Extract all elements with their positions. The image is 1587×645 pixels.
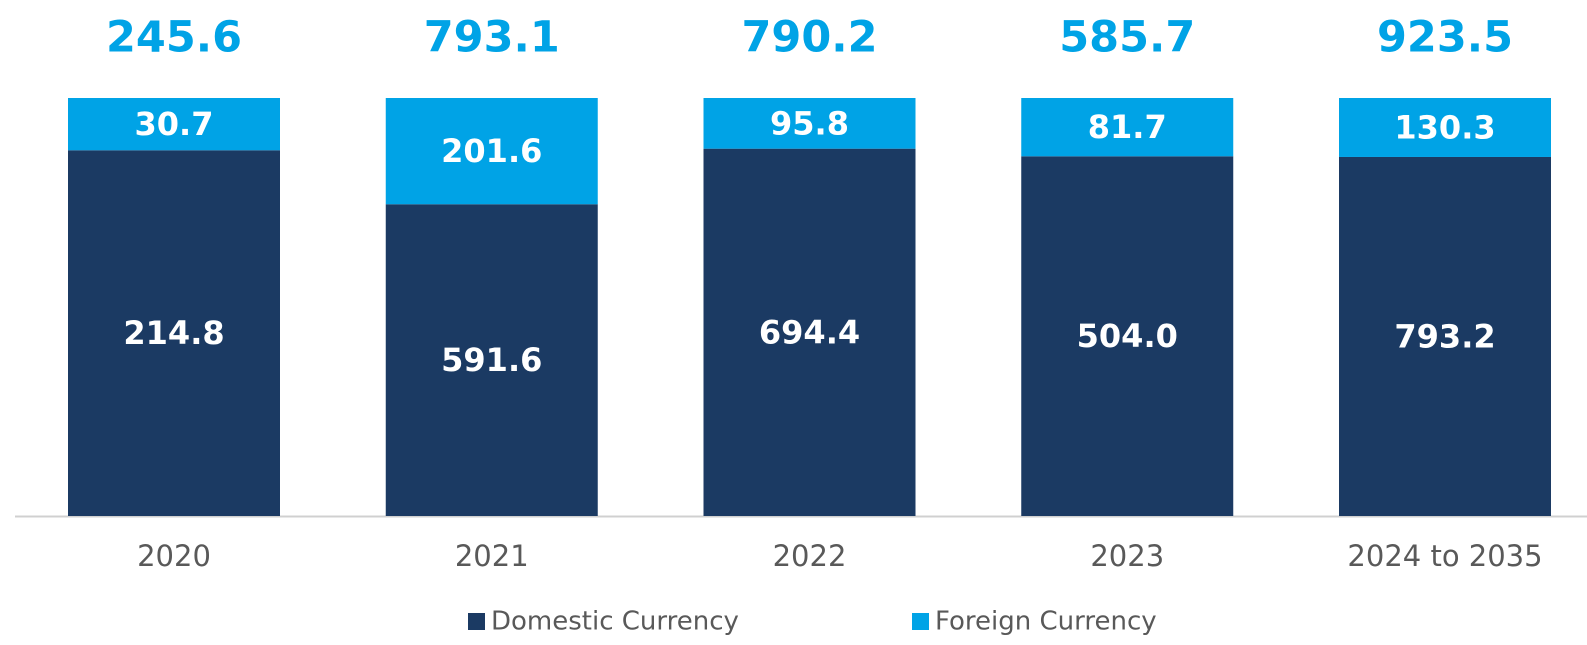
legend-label: Domestic Currency: [491, 607, 739, 637]
bar-segment: [703, 148, 916, 517]
bar-segment: [385, 98, 598, 205]
segment-label: 214.8: [123, 314, 224, 352]
segment-label: 95.8: [770, 104, 849, 142]
segment-label: 504.0: [1077, 317, 1178, 355]
segment-label: 591.6: [441, 341, 542, 379]
total-label: 793.1: [424, 13, 560, 63]
total-label: 790.2: [741, 13, 877, 63]
segment-label: 30.7: [135, 105, 214, 143]
segment-label: 694.4: [759, 313, 860, 351]
bar-segment: [1339, 156, 1551, 516]
segment-label: 201.6: [441, 132, 542, 170]
bar-segment: [385, 204, 598, 517]
x-tick-label: 2020: [137, 539, 211, 573]
legend-swatch: [912, 613, 929, 630]
segment-label: 81.7: [1088, 108, 1167, 146]
segment-label: 130.3: [1394, 108, 1495, 146]
x-tick-label: 2024 to 2035: [1347, 539, 1542, 573]
x-tick-label: 2022: [773, 539, 847, 573]
bar-segment: [1021, 98, 1234, 157]
total-label: 245.6: [106, 13, 242, 63]
total-label: 923.5: [1377, 13, 1513, 63]
legend-label: Foreign Currency: [935, 607, 1157, 637]
x-tick-label: 2021: [455, 539, 529, 573]
bar-segment: [68, 150, 280, 516]
bar-segment: [1339, 98, 1551, 157]
total-label: 585.7: [1059, 13, 1195, 63]
bar-segment: [68, 98, 280, 151]
bar-segment: [703, 98, 916, 149]
bar-segment: [1021, 156, 1234, 517]
segment-label: 793.2: [1394, 317, 1495, 355]
x-tick-label: 2023: [1090, 539, 1164, 573]
legend-swatch: [468, 613, 485, 630]
